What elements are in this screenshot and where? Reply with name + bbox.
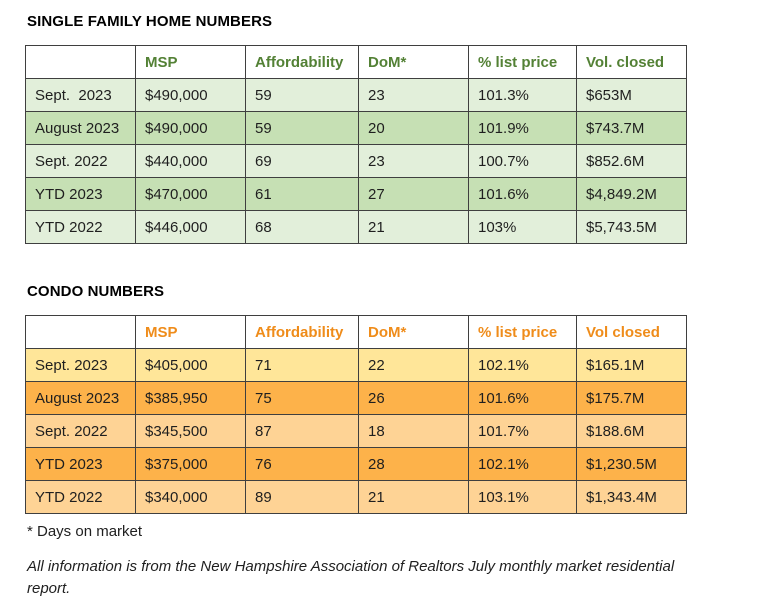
row-label: Sept. 2023 bbox=[25, 348, 136, 382]
cell-list-price: 102.1% bbox=[468, 447, 577, 481]
cell-msp: $446,000 bbox=[135, 210, 246, 244]
cell-msp: $345,500 bbox=[135, 414, 246, 448]
cell-vol-closed: $852.6M bbox=[576, 144, 687, 178]
cell-affordability: 87 bbox=[245, 414, 359, 448]
cell-list-price: 101.6% bbox=[468, 177, 577, 211]
cell-vol-closed: $188.6M bbox=[576, 414, 687, 448]
cell-affordability: 69 bbox=[245, 144, 359, 178]
cell-dom: 18 bbox=[358, 414, 469, 448]
cell-vol-closed: $743.7M bbox=[576, 111, 687, 145]
cell-dom: 20 bbox=[358, 111, 469, 145]
cell-vol-closed: $653M bbox=[576, 78, 687, 112]
condo-header-msp: MSP bbox=[135, 315, 246, 349]
sfh-header-row: MSP Affordability DoM* % list price Vol.… bbox=[25, 45, 687, 79]
condo-header-row: MSP Affordability DoM* % list price Vol … bbox=[25, 315, 687, 349]
cell-msp: $470,000 bbox=[135, 177, 246, 211]
cell-affordability: 71 bbox=[245, 348, 359, 382]
cell-vol-closed: $165.1M bbox=[576, 348, 687, 382]
single-family-section-title: SINGLE FAMILY HOME NUMBERS bbox=[27, 13, 273, 30]
cell-vol-closed: $175.7M bbox=[576, 381, 687, 415]
sfh-header-msp: MSP bbox=[135, 45, 246, 79]
row-label: August 2023 bbox=[25, 111, 136, 145]
table-row: YTD 2022 $446,000 68 21 103% $5,743.5M bbox=[25, 210, 687, 244]
table-row: Sept. 2023 $490,000 59 23 101.3% $653M bbox=[25, 78, 687, 112]
cell-list-price: 101.3% bbox=[468, 78, 577, 112]
row-label: YTD 2023 bbox=[25, 447, 136, 481]
table-row: August 2023 $385,950 75 26 101.6% $175.7… bbox=[25, 381, 687, 415]
cell-affordability: 76 bbox=[245, 447, 359, 481]
cell-dom: 21 bbox=[358, 210, 469, 244]
row-label: Sept. 2022 bbox=[25, 144, 136, 178]
cell-list-price: 101.9% bbox=[468, 111, 577, 145]
cell-msp: $490,000 bbox=[135, 111, 246, 145]
table-row: YTD 2022 $340,000 89 21 103.1% $1,343.4M bbox=[25, 480, 687, 514]
condo-table: MSP Affordability DoM* % list price Vol … bbox=[25, 315, 687, 514]
cell-affordability: 68 bbox=[245, 210, 359, 244]
cell-vol-closed: $5,743.5M bbox=[576, 210, 687, 244]
source-attribution-note: All information is from the New Hampshir… bbox=[27, 556, 771, 600]
table-row: Sept. 2023 $405,000 71 22 102.1% $165.1M bbox=[25, 348, 687, 382]
sfh-header-list-price: % list price bbox=[468, 45, 577, 79]
days-on-market-footnote: * Days on market bbox=[27, 523, 143, 540]
cell-affordability: 59 bbox=[245, 111, 359, 145]
cell-affordability: 59 bbox=[245, 78, 359, 112]
condo-header-list-price: % list price bbox=[468, 315, 577, 349]
table-row: YTD 2023 $375,000 76 28 102.1% $1,230.5M bbox=[25, 447, 687, 481]
cell-dom: 27 bbox=[358, 177, 469, 211]
cell-dom: 26 bbox=[358, 381, 469, 415]
condo-section-title: CONDO NUMBERS bbox=[27, 283, 165, 300]
row-label: August 2023 bbox=[25, 381, 136, 415]
condo-header-blank bbox=[25, 315, 136, 349]
source-note-line-1: All information is from the New Hampshir… bbox=[27, 558, 675, 575]
cell-list-price: 103.1% bbox=[468, 480, 577, 514]
row-label: YTD 2022 bbox=[25, 480, 136, 514]
table-row: YTD 2023 $470,000 61 27 101.6% $4,849.2M bbox=[25, 177, 687, 211]
condo-header-vol-closed: Vol closed bbox=[576, 315, 687, 349]
row-label: Sept. 2023 bbox=[25, 78, 136, 112]
cell-affordability: 61 bbox=[245, 177, 359, 211]
cell-vol-closed: $4,849.2M bbox=[576, 177, 687, 211]
cell-msp: $490,000 bbox=[135, 78, 246, 112]
condo-header-affordability: Affordability bbox=[245, 315, 359, 349]
cell-list-price: 103% bbox=[468, 210, 577, 244]
cell-dom: 28 bbox=[358, 447, 469, 481]
cell-list-price: 102.1% bbox=[468, 348, 577, 382]
cell-msp: $340,000 bbox=[135, 480, 246, 514]
row-label: YTD 2023 bbox=[25, 177, 136, 211]
table-row: Sept. 2022 $440,000 69 23 100.7% $852.6M bbox=[25, 144, 687, 178]
row-label: Sept. 2022 bbox=[25, 414, 136, 448]
table-row: August 2023 $490,000 59 20 101.9% $743.7… bbox=[25, 111, 687, 145]
row-label: YTD 2022 bbox=[25, 210, 136, 244]
sfh-header-blank bbox=[25, 45, 136, 79]
cell-msp: $440,000 bbox=[135, 144, 246, 178]
cell-list-price: 101.7% bbox=[468, 414, 577, 448]
table-row: Sept. 2022 $345,500 87 18 101.7% $188.6M bbox=[25, 414, 687, 448]
cell-vol-closed: $1,230.5M bbox=[576, 447, 687, 481]
cell-dom: 23 bbox=[358, 78, 469, 112]
cell-dom: 21 bbox=[358, 480, 469, 514]
single-family-table: MSP Affordability DoM* % list price Vol.… bbox=[25, 45, 687, 244]
cell-affordability: 89 bbox=[245, 480, 359, 514]
cell-list-price: 100.7% bbox=[468, 144, 577, 178]
sfh-header-vol-closed: Vol. closed bbox=[576, 45, 687, 79]
sfh-header-affordability: Affordability bbox=[245, 45, 359, 79]
sfh-header-dom: DoM* bbox=[358, 45, 469, 79]
cell-vol-closed: $1,343.4M bbox=[576, 480, 687, 514]
cell-dom: 23 bbox=[358, 144, 469, 178]
cell-msp: $385,950 bbox=[135, 381, 246, 415]
source-note-line-2: report. bbox=[27, 580, 71, 597]
cell-list-price: 101.6% bbox=[468, 381, 577, 415]
condo-header-dom: DoM* bbox=[358, 315, 469, 349]
cell-msp: $405,000 bbox=[135, 348, 246, 382]
cell-affordability: 75 bbox=[245, 381, 359, 415]
cell-msp: $375,000 bbox=[135, 447, 246, 481]
cell-dom: 22 bbox=[358, 348, 469, 382]
